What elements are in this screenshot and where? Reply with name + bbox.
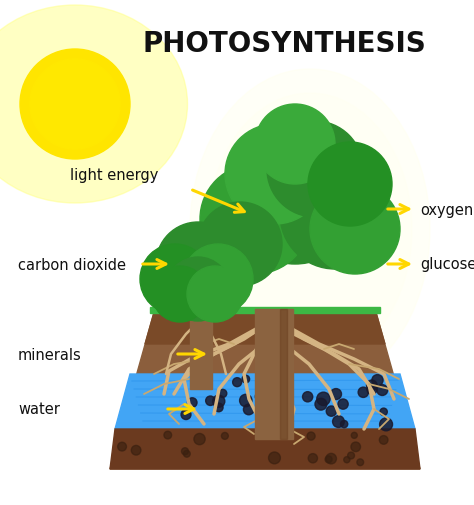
Circle shape [344,457,350,463]
Circle shape [308,143,392,227]
Circle shape [308,453,318,463]
Circle shape [182,448,189,455]
Circle shape [187,398,197,408]
Circle shape [255,390,268,403]
Ellipse shape [0,6,188,204]
Polygon shape [150,308,380,314]
Circle shape [20,50,130,160]
Polygon shape [110,429,420,469]
Circle shape [187,267,243,322]
Circle shape [219,389,227,398]
FancyBboxPatch shape [190,310,212,389]
Text: carbon dioxide: carbon dioxide [18,257,126,272]
Circle shape [183,244,253,315]
Circle shape [310,185,400,274]
Circle shape [256,416,264,424]
Circle shape [358,387,368,397]
Circle shape [315,398,327,410]
Circle shape [340,421,348,428]
Circle shape [230,135,360,265]
Circle shape [181,410,191,420]
Circle shape [325,456,332,463]
Circle shape [259,381,269,390]
Circle shape [330,389,341,400]
Circle shape [269,452,281,464]
Circle shape [372,375,383,386]
Ellipse shape [190,70,430,389]
Circle shape [261,406,274,418]
Circle shape [380,418,392,431]
Circle shape [214,403,223,412]
Circle shape [357,459,364,466]
Circle shape [367,384,377,394]
Circle shape [233,378,242,387]
Circle shape [366,380,377,391]
Circle shape [338,399,348,410]
Polygon shape [145,310,385,344]
Circle shape [152,267,208,322]
Polygon shape [115,374,415,429]
Circle shape [140,244,210,315]
Circle shape [351,442,361,452]
Circle shape [30,60,120,150]
Circle shape [225,125,325,225]
Circle shape [302,392,313,402]
Circle shape [200,165,310,274]
Circle shape [326,406,337,417]
FancyBboxPatch shape [280,310,287,439]
Text: light energy: light energy [70,167,158,182]
Circle shape [242,376,250,383]
Circle shape [221,433,228,439]
Circle shape [198,203,282,286]
Circle shape [183,450,190,457]
Text: minerals: minerals [18,347,82,362]
Circle shape [280,160,390,270]
Text: water: water [18,401,60,417]
Circle shape [379,436,388,444]
Text: PHOTOSYNTHESIS: PHOTOSYNTHESIS [143,30,426,58]
Circle shape [317,392,330,406]
Circle shape [380,408,387,416]
Circle shape [267,122,363,218]
Circle shape [244,405,254,415]
Circle shape [164,431,172,439]
Circle shape [156,223,240,307]
Circle shape [206,396,215,406]
Circle shape [326,453,337,464]
Circle shape [118,442,127,451]
Text: glucose: glucose [420,257,474,272]
Circle shape [264,378,272,387]
Circle shape [255,105,335,185]
Circle shape [239,394,252,407]
Circle shape [131,445,141,455]
Circle shape [307,432,315,440]
Circle shape [194,434,205,445]
Text: oxygen: oxygen [420,202,473,217]
Circle shape [351,432,357,438]
Circle shape [347,452,355,459]
Polygon shape [110,310,420,469]
Circle shape [166,258,230,321]
Ellipse shape [208,94,412,365]
Circle shape [377,385,388,396]
Circle shape [333,416,344,428]
Circle shape [213,395,225,408]
FancyBboxPatch shape [255,310,293,439]
